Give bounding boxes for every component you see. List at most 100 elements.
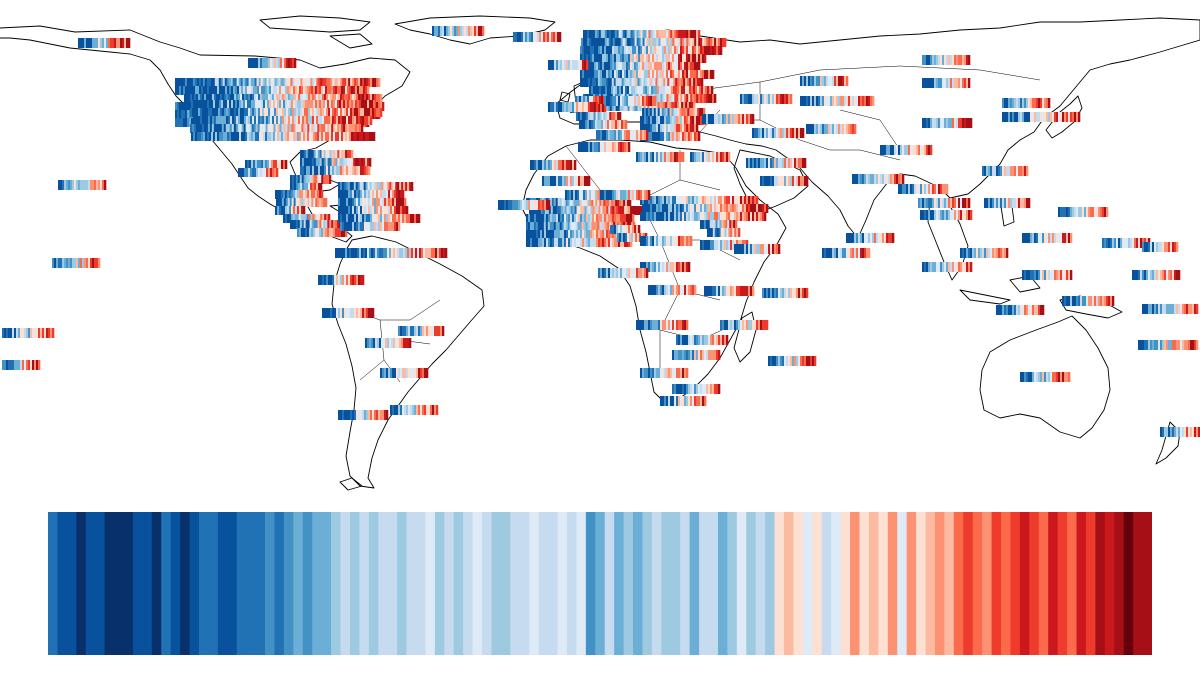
station-stripe (498, 200, 551, 210)
station-stripe-cluster-row (642, 108, 706, 117)
global-stripe-year (368, 512, 379, 655)
station-stripe (704, 286, 755, 296)
station-stripe (960, 248, 1009, 258)
global-stripe-year (934, 512, 946, 655)
global-stripe-year (689, 512, 700, 655)
station-stripe (672, 350, 721, 360)
global-stripe-year (519, 512, 530, 655)
arctic-islands (259, 15, 373, 49)
global-stripe-year (246, 512, 257, 655)
station-stripe (740, 94, 793, 104)
station-stripe-cluster-row (580, 54, 707, 63)
station-stripe (542, 176, 591, 186)
station-stripe-cluster-row (576, 112, 622, 121)
station-stripe-cluster-row (300, 166, 371, 175)
station-stripe-cluster-row (529, 206, 643, 215)
station-stripe (720, 320, 769, 330)
global-stripe-year (500, 512, 511, 655)
global-stripe-year (472, 512, 483, 655)
station-stripe-cluster-row (338, 198, 407, 207)
global-stripe-year (548, 512, 559, 655)
global-stripe-year (821, 512, 832, 655)
global-stripe-year (387, 512, 398, 655)
station-stripe-cluster-row (191, 132, 376, 141)
station-stripe (648, 285, 697, 295)
station-stripe (762, 288, 809, 298)
station-stripe (880, 145, 933, 155)
global-stripe-year (878, 512, 889, 655)
global-stripe-year (321, 512, 332, 655)
station-stripe-cluster-row (640, 116, 707, 125)
global-stripe-year (180, 512, 191, 655)
station-stripe (734, 244, 781, 254)
global-stripe-year (48, 512, 59, 655)
station-stripe (390, 405, 439, 415)
global-stripe-year (510, 512, 521, 655)
station-stripe (922, 118, 973, 128)
global-stripe-year (142, 512, 153, 655)
global-stripe-year (76, 512, 87, 655)
station-stripe (1020, 372, 1071, 382)
station-stripe (1022, 270, 1073, 280)
station-stripe-cluster-row (580, 46, 723, 55)
global-stripe-year (727, 512, 738, 655)
station-stripe-cluster-row (700, 220, 738, 229)
station-stripe (365, 338, 412, 348)
station-stripe-cluster-row (190, 108, 383, 117)
station-stripe (982, 166, 1029, 176)
global-stripe-year (189, 512, 200, 655)
station-stripe-cluster-row (297, 228, 348, 237)
global-stripe-year (57, 512, 68, 655)
global-stripe-year (699, 512, 710, 655)
global-warming-stripes (48, 512, 1152, 655)
station-warming-stripes (2, 26, 1200, 437)
station-stripe-cluster-row (526, 214, 635, 223)
global-stripe-year (123, 512, 134, 655)
station-stripe (578, 142, 631, 152)
global-stripe-year (434, 512, 445, 655)
station-stripe (702, 114, 755, 124)
global-stripe-year (708, 512, 719, 655)
station-stripe-cluster-row (640, 124, 699, 133)
station-stripe-cluster-row (276, 198, 328, 207)
station-stripe-cluster-row (338, 206, 409, 215)
global-stripe-year (595, 512, 606, 655)
global-stripe-year (1048, 512, 1059, 655)
station-stripe-cluster-row (245, 160, 288, 169)
station-stripe (1138, 340, 1199, 350)
station-stripe-cluster-row (642, 204, 769, 213)
global-stripe-year (529, 512, 540, 655)
global-stripe-year (623, 512, 634, 655)
global-stripe-year (972, 512, 983, 655)
global-stripe-year (1114, 512, 1125, 655)
station-stripe (338, 410, 389, 420)
global-stripe-year (953, 512, 964, 655)
global-stripe-year (680, 512, 691, 655)
station-stripe-cluster-row (640, 132, 701, 141)
global-stripe-year (425, 512, 436, 655)
station-stripe-cluster-row (338, 214, 421, 223)
station-stripe (852, 174, 905, 184)
global-stripe-year (746, 512, 757, 655)
global-stripe-year (642, 512, 653, 655)
station-stripe-cluster-row (580, 70, 715, 79)
station-stripe (800, 76, 849, 86)
station-stripe (690, 152, 731, 162)
global-stripe-year (897, 512, 908, 655)
global-stripe-year (925, 512, 936, 655)
global-stripe-year (359, 512, 370, 655)
station-stripe (918, 198, 971, 208)
global-stripe-year (991, 512, 1002, 655)
global-stripe-year (1076, 512, 1087, 655)
station-stripe-cluster-row (175, 78, 381, 87)
madagascar-coastline (733, 311, 757, 363)
station-stripe-cluster-row (610, 225, 641, 234)
station-stripe (322, 308, 375, 318)
global-stripe-year (463, 512, 474, 655)
global-stripe-year (170, 512, 181, 655)
global-stripe-year (802, 512, 813, 655)
australia-coastline (979, 315, 1111, 439)
station-stripe-cluster-row (707, 228, 741, 237)
station-stripe (596, 130, 649, 140)
station-stripe (2, 328, 55, 338)
